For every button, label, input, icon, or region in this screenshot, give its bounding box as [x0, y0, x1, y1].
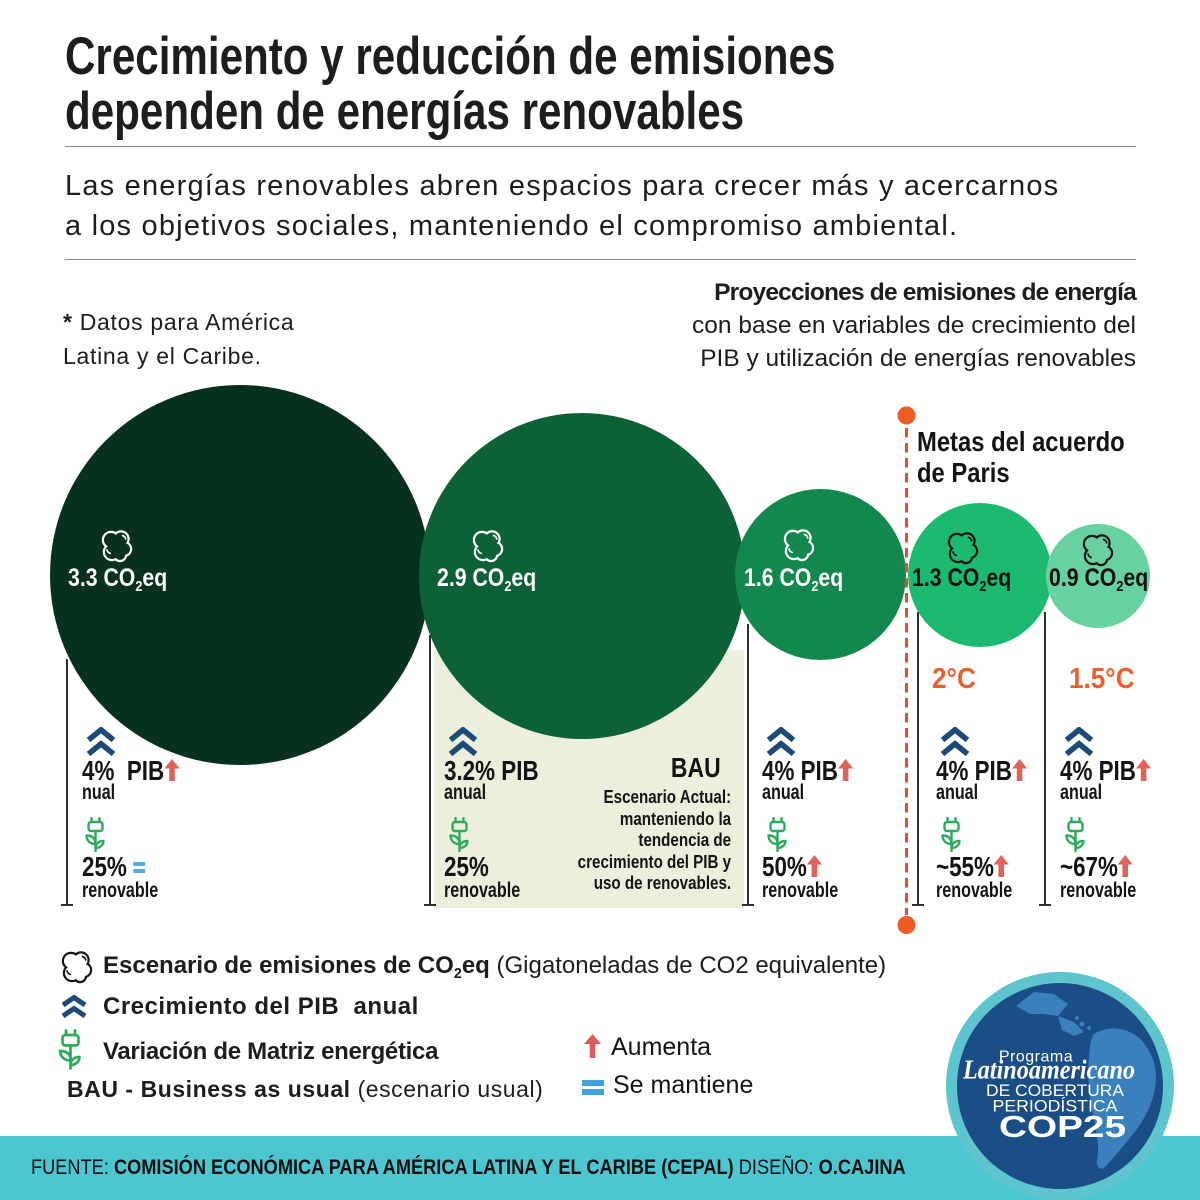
- svg-text:DE COBERTURA: DE COBERTURA: [986, 1082, 1124, 1100]
- svg-text:Programa: Programa: [999, 1049, 1073, 1066]
- svg-text:PERIODÍSTICA: PERIODÍSTICA: [993, 1097, 1118, 1116]
- svg-text:COP25: COP25: [999, 1109, 1126, 1144]
- svg-text:Latinoamericano: Latinoamericano: [962, 1055, 1135, 1085]
